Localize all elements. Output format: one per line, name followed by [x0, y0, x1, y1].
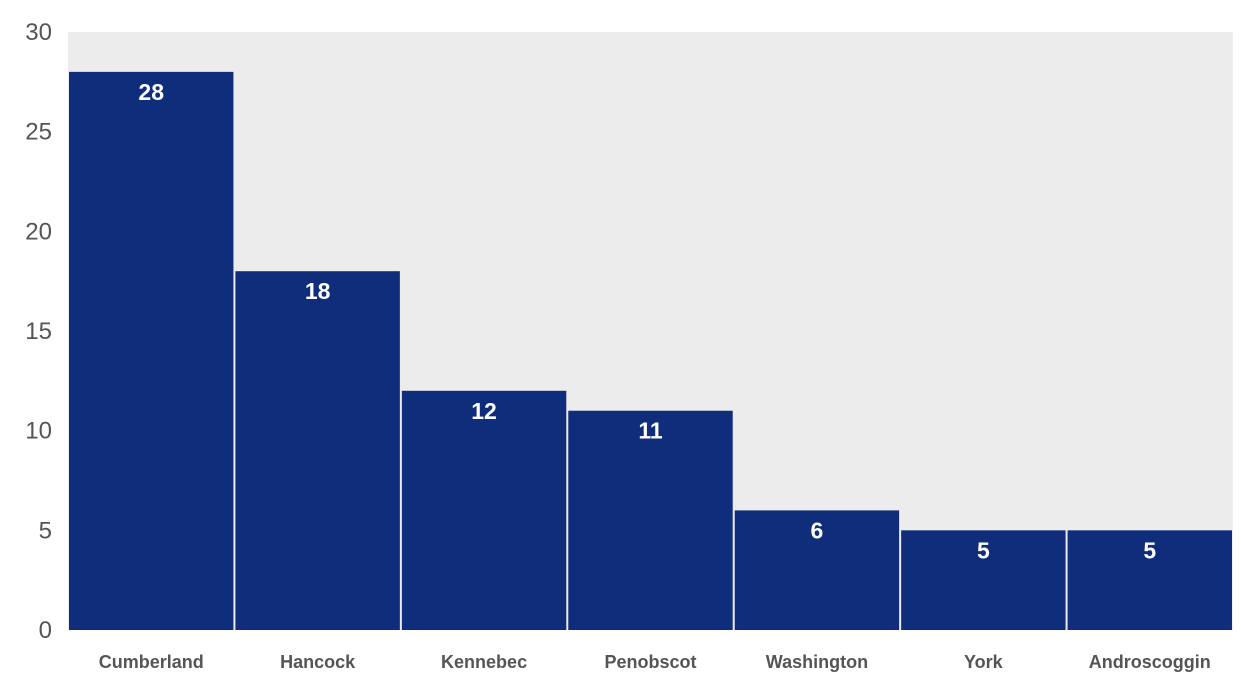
bar-washington: [734, 510, 900, 630]
bar-value-label: 18: [305, 278, 331, 304]
bar-value-label: 12: [471, 398, 497, 424]
y-tick-label: 0: [39, 617, 52, 644]
bar-value-label: 28: [138, 79, 164, 105]
bar-kennebec: [401, 390, 567, 630]
bars: [69, 71, 1232, 630]
bar-york: [901, 530, 1066, 630]
x-category-label: Washington: [766, 652, 868, 672]
bar-value-label: 11: [638, 418, 663, 444]
x-category-label: Cumberland: [99, 652, 204, 672]
y-tick-label: 5: [39, 517, 52, 544]
y-tick-label: 30: [25, 19, 52, 46]
y-tick-label: 15: [25, 318, 52, 345]
x-category-label: Hancock: [280, 652, 356, 672]
x-axis-labels: Cumberland Hancock Kennebec Penobscot Washin…: [99, 652, 1211, 672]
bar-androscoggin: [1067, 530, 1232, 630]
x-category-label: Penobscot: [604, 652, 696, 672]
y-tick-label: 25: [25, 119, 52, 146]
bar-penobscot: [568, 410, 733, 630]
bar-value-label: 5: [1143, 537, 1156, 563]
bar-cumberland: [69, 71, 234, 630]
x-category-label: York: [964, 652, 1004, 672]
bar-hancock: [235, 271, 400, 630]
data-labels: 28 18 12 11 6 5 5: [138, 79, 1156, 563]
bar-value-label: 6: [811, 517, 824, 543]
y-axis-ticks: 0 5 10 15 20 25 30: [25, 19, 52, 644]
y-tick-label: 20: [25, 218, 52, 245]
bar-value-label: 5: [977, 537, 990, 563]
x-category-label: Kennebec: [441, 652, 527, 672]
x-category-label: Androscoggin: [1089, 652, 1211, 672]
y-tick-label: 10: [25, 418, 52, 445]
